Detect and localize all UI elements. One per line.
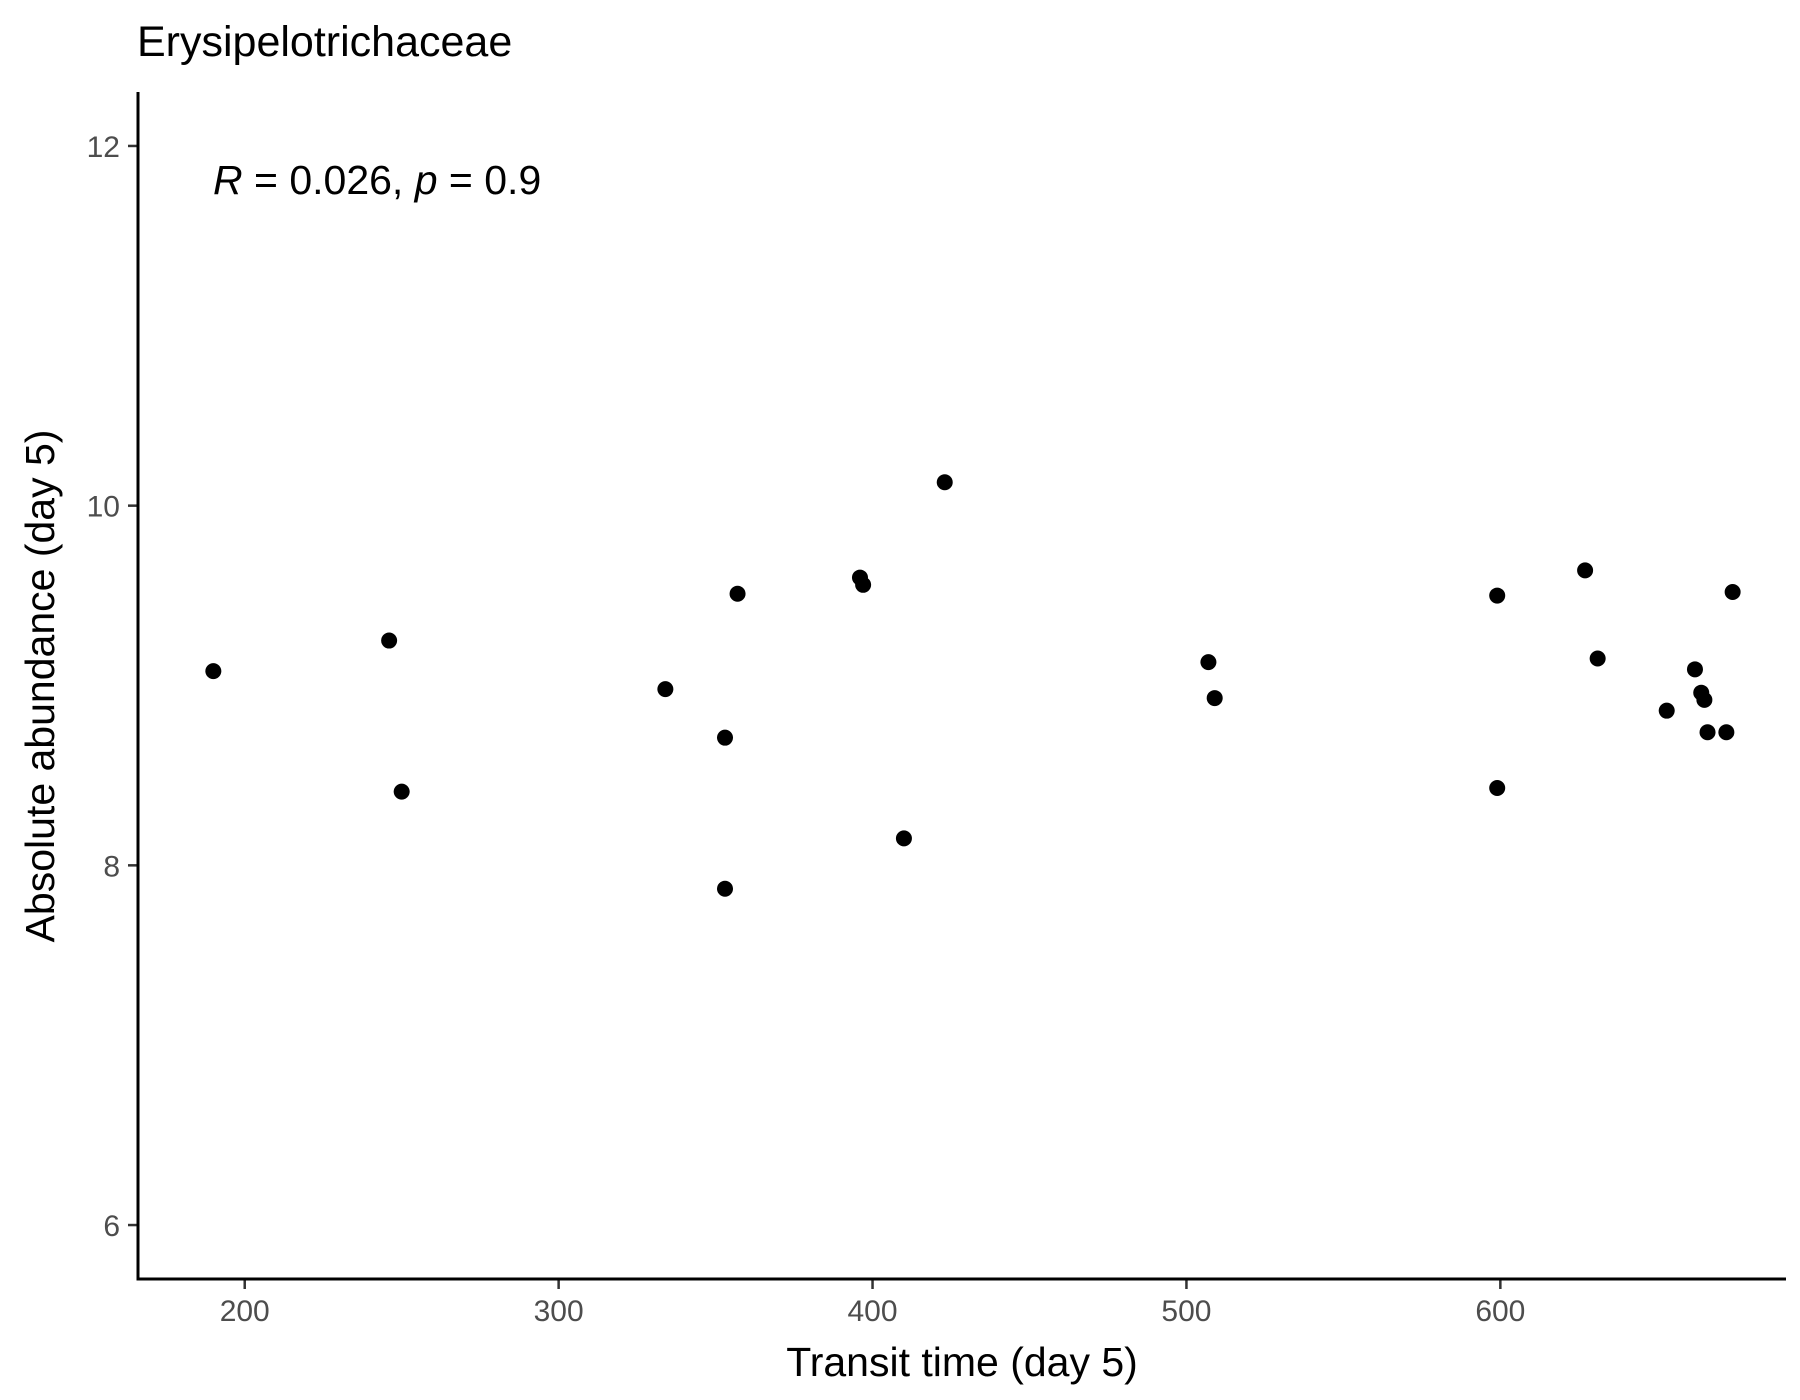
data-point — [205, 663, 222, 680]
y-tick-label: 10 — [87, 491, 120, 524]
data-point — [1658, 702, 1675, 719]
data-point — [381, 632, 398, 649]
data-point — [657, 681, 674, 698]
data-point — [1686, 661, 1703, 678]
data-point — [895, 830, 912, 847]
x-tick-label: 200 — [220, 1295, 270, 1328]
y-tick-label: 12 — [87, 131, 120, 164]
data-point — [1696, 691, 1713, 708]
data-point — [717, 880, 734, 897]
x-tick-label: 300 — [534, 1295, 584, 1328]
data-point — [1489, 780, 1506, 797]
data-point — [717, 729, 734, 746]
x-tick-label: 600 — [1475, 1295, 1525, 1328]
x-axis-ticks: 200 300 400 500 600 — [220, 1279, 1525, 1328]
y-axis-title: Absolute abundance (day 5) — [17, 430, 63, 943]
data-point — [1724, 583, 1741, 600]
chart-title: Erysipelotrichaceae — [137, 18, 512, 66]
data-point — [1589, 650, 1606, 667]
data-point — [1718, 724, 1735, 741]
data-point — [1200, 654, 1217, 671]
r-value: = 0.026, — [243, 157, 415, 203]
y-axis-ticks: 6 8 10 12 — [87, 131, 138, 1243]
x-axis-title: Transit time (day 5) — [786, 1339, 1138, 1385]
data-point — [1206, 690, 1223, 707]
r-symbol: R — [213, 157, 243, 203]
correlation-annotation: R = 0.026, p = 0.9 — [213, 157, 541, 203]
data-point — [729, 585, 746, 602]
y-tick-label: 8 — [103, 850, 120, 883]
data-points — [205, 474, 1741, 897]
data-point — [855, 576, 872, 593]
x-tick-label: 400 — [848, 1295, 898, 1328]
x-tick-label: 500 — [1161, 1295, 1211, 1328]
data-point — [1489, 587, 1506, 604]
data-point — [1699, 724, 1716, 741]
p-value: = 0.9 — [438, 157, 542, 203]
data-point — [936, 474, 953, 491]
data-point — [1577, 562, 1594, 579]
y-tick-label: 6 — [103, 1210, 120, 1243]
data-point — [393, 783, 410, 800]
p-symbol: p — [413, 157, 438, 203]
